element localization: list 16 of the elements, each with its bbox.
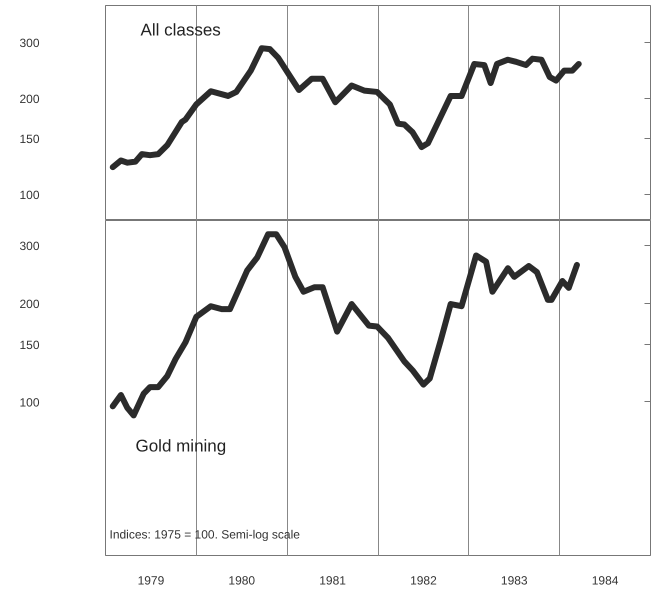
y-tick-label: 100 bbox=[19, 395, 40, 410]
y-tick-label: 200 bbox=[19, 92, 40, 106]
x-tick-label: 1984 bbox=[592, 574, 619, 588]
text: All classes bbox=[140, 20, 221, 40]
y-tick-label: 150 bbox=[19, 338, 40, 352]
y-tick-label: 150 bbox=[19, 132, 40, 146]
x-tick-label: 1979 bbox=[138, 574, 165, 588]
x-tick-label: 1980 bbox=[228, 574, 256, 588]
x-tick-label: 1983 bbox=[500, 574, 528, 588]
series-label: Gold mining bbox=[136, 436, 226, 456]
y-tick-label: 200 bbox=[19, 296, 40, 311]
y-tick-label: 100 bbox=[19, 188, 40, 202]
y-tick-label: 300 bbox=[19, 36, 40, 50]
y-tick-label: 300 bbox=[19, 239, 40, 254]
x-tick-label: 1982 bbox=[410, 574, 438, 588]
x-tick-label: 1981 bbox=[319, 574, 346, 588]
